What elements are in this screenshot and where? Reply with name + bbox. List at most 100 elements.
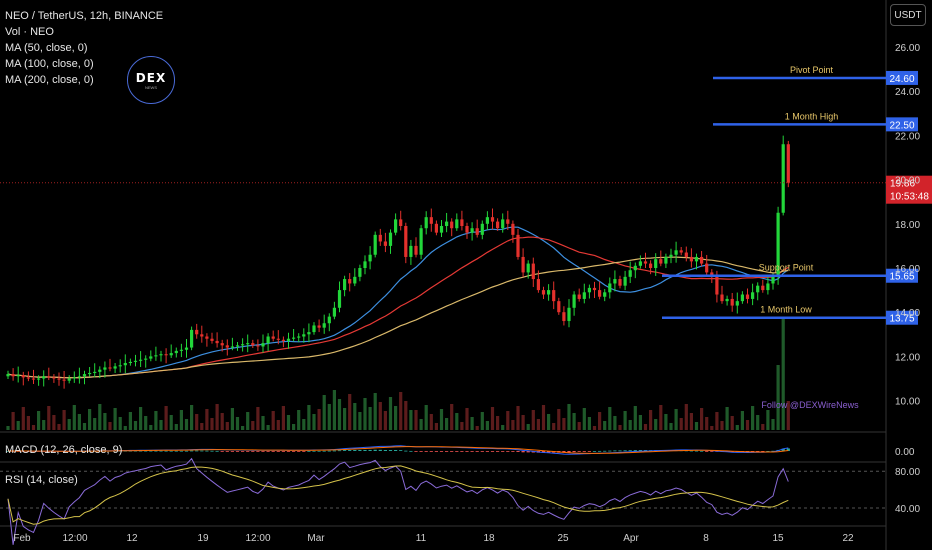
macd-histogram-bar: [276, 451, 280, 452]
time-tick: Apr: [623, 533, 639, 544]
macd-histogram-bar: [771, 450, 775, 452]
price-tick: 12.00: [895, 352, 920, 363]
candle: [317, 325, 321, 328]
candle: [358, 268, 362, 277]
candle: [388, 232, 393, 246]
macd-histogram-bar: [220, 451, 224, 452]
macd-histogram-bar: [174, 450, 178, 452]
candle: [200, 334, 204, 337]
macd-histogram-bar: [179, 450, 183, 452]
volume-bar: [720, 421, 724, 430]
macd-histogram-bar: [184, 450, 189, 452]
ma100-legend[interactable]: MA (100, close, 0): [5, 58, 94, 70]
macd-histogram-bar: [322, 450, 326, 452]
ma50-legend[interactable]: MA (50, close, 0): [5, 42, 88, 54]
candle: [480, 223, 484, 235]
level-lines: Pivot Point 1 Month High Support Point 1 Mo…: [0, 65, 886, 319]
volume-bar: [261, 416, 265, 430]
candle: [312, 325, 316, 333]
volume-bar: [322, 395, 326, 430]
macd-histogram-bar: [312, 450, 316, 452]
macd-legend[interactable]: MACD (12, 26, close, 9): [5, 444, 123, 456]
time-tick: 12:00: [62, 533, 87, 544]
candle: [705, 263, 709, 273]
volume-bar: [587, 417, 591, 430]
volume-bar: [404, 401, 408, 430]
macd-histogram-bar: [705, 451, 709, 452]
macd-histogram-bar: [261, 451, 265, 452]
volume-bar: [195, 414, 199, 430]
time-tick: Mar: [307, 533, 325, 544]
macd-histogram-bar: [215, 450, 219, 452]
volume-legend[interactable]: Vol · NEO: [5, 26, 54, 38]
level-label: 1 Month High: [785, 111, 839, 121]
macd-histogram-bar: [200, 450, 204, 452]
candle: [735, 301, 739, 306]
macd-histogram-bar: [485, 451, 489, 452]
candle: [445, 221, 449, 227]
rsi-tick: 80.00: [895, 467, 920, 478]
candle: [332, 307, 336, 317]
macd-histogram-bar: [501, 451, 505, 452]
macd-histogram-bar: [572, 451, 576, 453]
volume-bar: [710, 426, 714, 430]
candle: [679, 250, 683, 253]
macd-histogram-bar: [348, 450, 352, 451]
volume-bar: [47, 406, 51, 430]
candle: [123, 363, 127, 366]
macd-histogram-bar: [169, 450, 173, 452]
volume-bar: [756, 415, 760, 430]
candle: [256, 345, 260, 347]
candle: [302, 334, 306, 337]
macd-histogram-bar: [577, 451, 581, 452]
macd-pane: [6, 445, 790, 455]
candle: [485, 217, 489, 224]
logo-text: DEX: [135, 70, 167, 85]
candle: [414, 245, 418, 255]
rsi-legend[interactable]: RSI (14, close): [5, 474, 78, 486]
macd-histogram-bar: [251, 451, 255, 452]
level-tag-label: 24.60: [889, 74, 914, 85]
candle: [572, 294, 576, 308]
time-tick: 12: [126, 533, 138, 544]
dex-logo: DEX NEWS: [127, 56, 175, 104]
last-price-countdown: 10:53:48: [890, 192, 929, 203]
candle: [42, 376, 46, 379]
volume-bar: [786, 401, 790, 430]
candle: [220, 343, 224, 346]
candle: [57, 378, 61, 380]
macd-histogram-bar: [286, 451, 291, 452]
macd-histogram-bar: [567, 451, 571, 453]
candle: [297, 336, 301, 338]
candle: [373, 234, 377, 255]
volume-bar: [235, 417, 240, 430]
rsi-tick: 40.00: [895, 504, 920, 515]
symbol-title[interactable]: NEO / TetherUS, 12h, BINANCE: [5, 10, 164, 22]
volume-bar: [281, 406, 285, 430]
candle: [47, 376, 51, 378]
volume-bar: [82, 423, 87, 430]
macd-histogram-bar: [388, 450, 393, 451]
volume-bar: [562, 418, 566, 430]
volume-bar: [633, 406, 637, 430]
logo-subtext: NEWS: [145, 84, 157, 90]
price-tick: 10.00: [895, 397, 920, 408]
volume-bar: [485, 421, 489, 430]
candle: [21, 375, 25, 378]
candle: [460, 219, 464, 227]
level-tag-label: 13.75: [889, 314, 914, 325]
volume-bar: [715, 412, 719, 430]
watermark: Follow @DEXWireNews: [761, 400, 859, 410]
currency-button[interactable]: USDT: [890, 4, 926, 26]
candle: [623, 276, 627, 286]
macd-histogram-bar: [317, 450, 321, 452]
macd-histogram-bar: [700, 450, 704, 452]
volume-bar: [93, 418, 97, 430]
volume-bar: [62, 410, 66, 430]
volume-bar: [521, 415, 525, 430]
macd-histogram-bar: [205, 450, 209, 452]
macd-histogram-bar: [363, 449, 367, 451]
time-tick: 19: [197, 533, 209, 544]
ma200-legend[interactable]: MA (200, close, 0): [5, 74, 94, 86]
